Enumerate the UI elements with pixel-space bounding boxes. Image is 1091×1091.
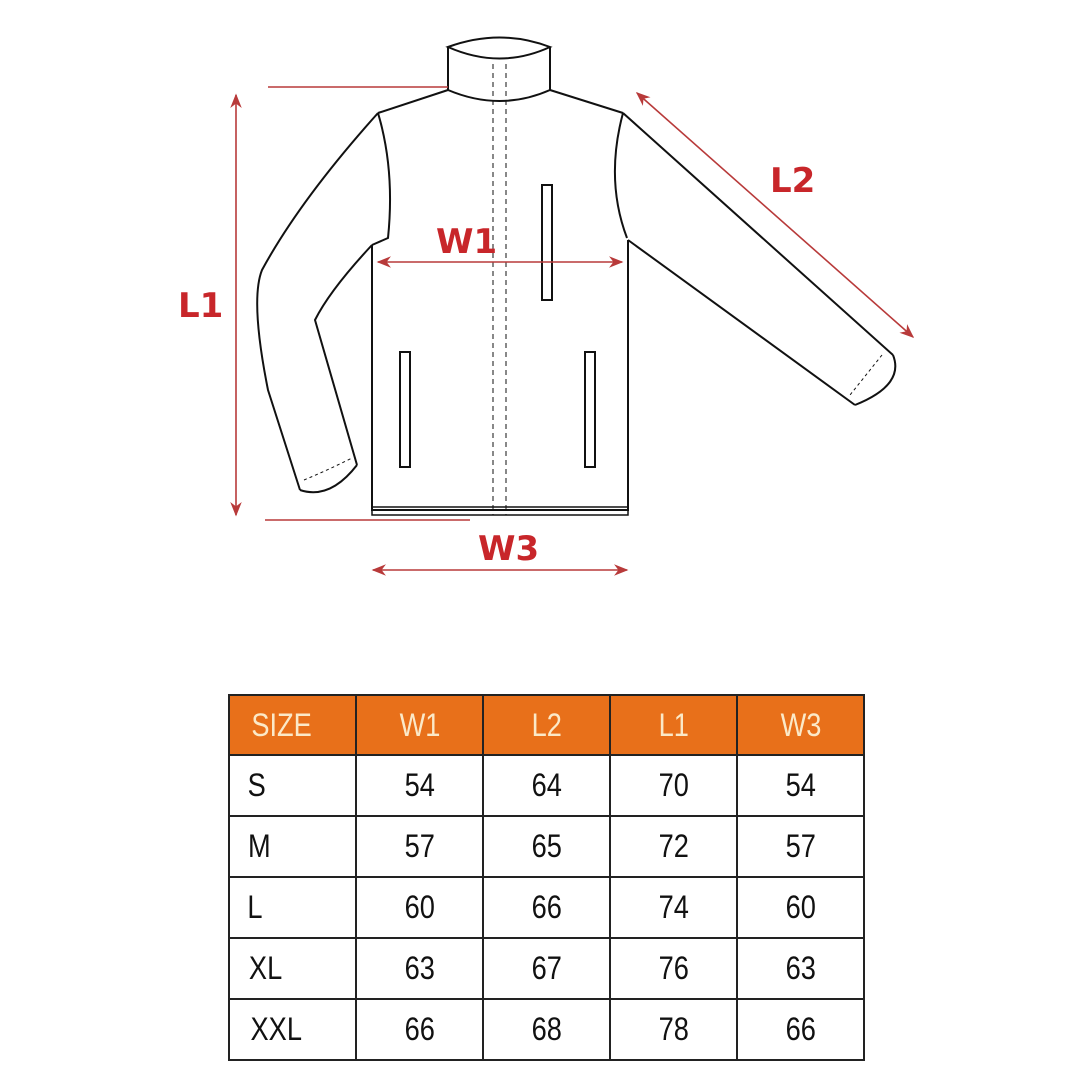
size-cell: XXL: [228, 998, 357, 1061]
size-cell: M: [228, 815, 357, 878]
table-row: XL 63 67 76 63: [228, 937, 865, 1000]
table-row: XXL 66 68 78 66: [228, 998, 865, 1061]
pocket-right: [584, 351, 596, 468]
measurement-cell: 66: [736, 998, 865, 1061]
measurement-cell: 68: [482, 998, 611, 1061]
hem: [371, 506, 629, 516]
sleeve-right: [622, 112, 894, 406]
label-w3: W3: [478, 529, 539, 569]
body: [371, 240, 629, 511]
measurement-cell: 57: [736, 815, 865, 878]
header-l1: L1: [609, 694, 738, 756]
measurement-lines: [230, 86, 915, 576]
label-l1: L1: [178, 286, 223, 326]
table-row: M 57 65 72 57: [228, 815, 865, 878]
size-table: SIZE W1 L2 L1 W3 S 54 64 70 54 M 57 65 72 57 L 60 66…: [228, 694, 865, 1061]
shoulder-right: [549, 89, 624, 114]
measurement-cell: 67: [482, 937, 611, 1000]
measurement-cell: 60: [736, 876, 865, 939]
measurement-cell: 74: [609, 876, 738, 939]
size-cell: L: [228, 876, 357, 939]
measurement-cell: 66: [482, 876, 611, 939]
header-l2: L2: [482, 694, 611, 756]
measurement-cell: 76: [609, 937, 738, 1000]
header-w3: W3: [736, 694, 865, 756]
label-w1: W1: [436, 222, 497, 262]
jacket-outline: [256, 36, 897, 516]
measurement-cell: 66: [355, 998, 484, 1061]
header-size: SIZE: [228, 694, 357, 756]
measurement-cell: 70: [609, 754, 738, 817]
header-w1: W1: [355, 694, 484, 756]
table-row: L 60 66 74 60: [228, 876, 865, 939]
shoulder-left: [377, 89, 449, 114]
size-cell: XL: [228, 937, 357, 1000]
table-header: SIZE W1 L2 L1 W3: [228, 694, 865, 756]
collar: [445, 36, 553, 102]
measurement-cell: 57: [355, 815, 484, 878]
zipper: [492, 64, 507, 515]
chest-pocket: [541, 184, 553, 301]
label-l2: L2: [770, 161, 815, 201]
measurement-cell: 64: [482, 754, 611, 817]
jacket-diagram: L1 W1 L2 W3: [178, 36, 915, 576]
pocket-left: [399, 351, 411, 468]
sleeve-left: [256, 112, 379, 491]
measurement-cell: 63: [355, 937, 484, 1000]
measurement-cell: 72: [609, 815, 738, 878]
measurement-cell: 65: [482, 815, 611, 878]
cuff-left: [299, 464, 358, 494]
cuff-right: [854, 354, 897, 406]
measurement-cell: 63: [736, 937, 865, 1000]
measurement-cell: 54: [736, 754, 865, 817]
size-cell: S: [228, 754, 357, 817]
table-row: S 54 64 70 54: [228, 754, 865, 817]
measurement-cell: 60: [355, 876, 484, 939]
l2-arrow: [635, 92, 915, 338]
measurement-cell: 54: [355, 754, 484, 817]
measurement-cell: 78: [609, 998, 738, 1061]
